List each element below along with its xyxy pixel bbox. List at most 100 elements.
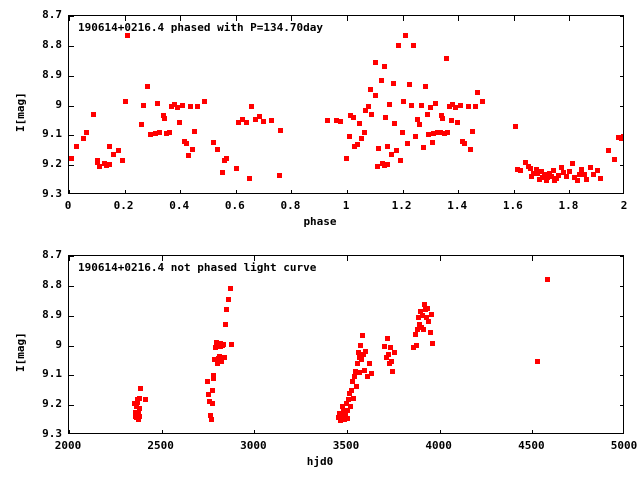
data-point xyxy=(153,131,159,137)
data-point xyxy=(446,104,452,110)
data-point xyxy=(605,148,611,154)
plot-area-top xyxy=(69,16,623,193)
plot-frame-bottom xyxy=(68,255,624,434)
data-point xyxy=(214,147,220,153)
data-point xyxy=(416,314,422,320)
data-point xyxy=(136,409,142,415)
data-point xyxy=(240,117,246,123)
data-point xyxy=(418,308,424,314)
data-point xyxy=(69,156,74,162)
data-point xyxy=(375,164,381,170)
y-tick-mark-right xyxy=(620,76,623,77)
data-point xyxy=(247,175,253,181)
y-tick-mark-right xyxy=(620,286,623,287)
x-tick-mark-top xyxy=(236,16,237,21)
data-point xyxy=(363,108,369,114)
y-tick-mark-right xyxy=(620,256,623,257)
data-point xyxy=(184,141,190,147)
data-point xyxy=(417,122,423,128)
data-point xyxy=(591,172,597,178)
data-point xyxy=(261,118,267,124)
data-point xyxy=(256,114,262,120)
data-point xyxy=(364,374,370,380)
data-point xyxy=(546,171,552,177)
data-point xyxy=(216,354,222,360)
data-point xyxy=(427,329,433,335)
y-tick-mark xyxy=(69,375,74,376)
data-point xyxy=(352,369,358,375)
y-tick-mark-right xyxy=(620,316,623,317)
data-point xyxy=(538,169,544,175)
data-point xyxy=(420,313,426,319)
data-point xyxy=(357,120,363,126)
data-point xyxy=(219,358,225,364)
data-point xyxy=(352,144,358,150)
data-point xyxy=(439,112,445,118)
data-point xyxy=(545,175,551,181)
data-point xyxy=(325,117,331,123)
x-tick-label: 1.2 xyxy=(391,199,412,212)
x-tick-mark xyxy=(291,190,292,193)
data-point xyxy=(388,151,394,157)
data-point xyxy=(276,173,282,179)
data-point xyxy=(207,413,213,419)
data-point xyxy=(361,129,367,135)
data-point xyxy=(339,404,345,410)
data-point xyxy=(208,416,214,422)
data-point xyxy=(155,100,161,106)
x-tick-mark-top xyxy=(125,16,126,21)
data-point xyxy=(393,148,399,154)
data-point xyxy=(354,141,360,147)
data-point xyxy=(347,113,353,119)
data-point xyxy=(135,416,141,422)
data-point xyxy=(382,343,388,349)
data-point xyxy=(229,342,235,348)
data-point xyxy=(132,410,138,416)
data-point xyxy=(366,360,372,366)
data-point xyxy=(349,387,355,393)
data-point xyxy=(144,84,150,90)
y-tick-label: 8.7 xyxy=(42,248,62,261)
x-tick-mark-top xyxy=(569,16,570,21)
data-point xyxy=(535,358,541,364)
data-point xyxy=(584,176,590,182)
data-point xyxy=(226,296,232,302)
data-point xyxy=(412,331,418,337)
data-point xyxy=(411,43,417,49)
data-point xyxy=(106,162,112,168)
x-tick-mark xyxy=(514,190,515,193)
y-tick-mark-right xyxy=(620,346,623,347)
data-point xyxy=(558,165,564,171)
data-point xyxy=(386,361,392,367)
data-point xyxy=(115,148,121,154)
x-tick-mark xyxy=(347,190,348,193)
data-point xyxy=(338,414,344,419)
x-tick-label: 0 xyxy=(64,199,72,212)
data-point xyxy=(206,399,212,405)
data-point xyxy=(406,82,412,88)
data-point xyxy=(186,153,192,159)
data-point xyxy=(136,414,142,419)
data-point xyxy=(421,301,427,307)
data-point xyxy=(356,354,362,360)
data-point xyxy=(381,64,387,70)
y-tick-mark xyxy=(69,135,74,136)
data-point xyxy=(554,176,560,182)
x-tick-mark xyxy=(236,190,237,193)
data-point xyxy=(338,418,343,424)
data-point xyxy=(350,396,356,402)
x-tick-label: 3000 xyxy=(240,439,267,452)
data-point xyxy=(391,350,397,356)
data-point xyxy=(366,104,372,110)
x-tick-label: 4000 xyxy=(425,439,452,452)
data-point xyxy=(392,121,398,127)
x-tick-mark-top xyxy=(69,16,70,21)
data-point xyxy=(383,354,389,360)
x-tick-mark xyxy=(440,430,441,433)
data-point xyxy=(343,401,349,407)
data-point xyxy=(440,115,446,121)
y-tick-label: 9.3 xyxy=(42,187,62,200)
data-point xyxy=(544,277,550,283)
data-point xyxy=(351,374,357,380)
